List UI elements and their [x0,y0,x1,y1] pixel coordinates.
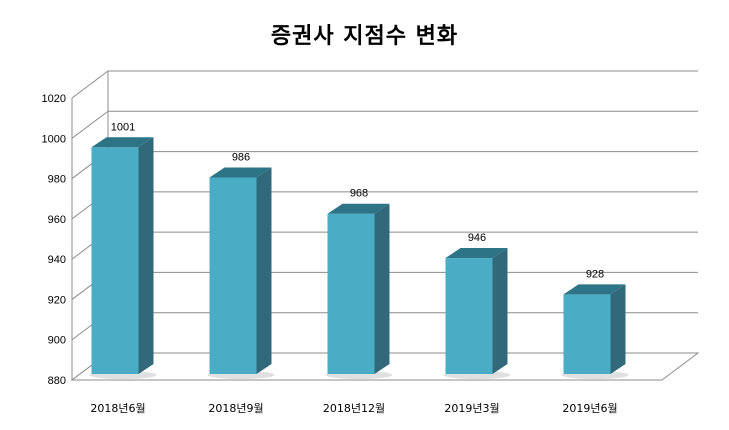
y-tick-label: 1000 [42,133,66,145]
x-tick-label: 2018년6월 [90,402,145,415]
y-tick-label: 900 [48,335,66,347]
x-tick-label: 2019년6월 [562,402,617,415]
bar [445,258,493,374]
bar [209,177,257,374]
data-label: 928 [586,268,604,280]
bar-top [445,248,508,259]
gridline-diagonal [71,70,109,99]
bar-top [327,203,390,214]
data-label: 968 [350,188,368,200]
bar [327,213,375,374]
y-tick-label: 980 [48,174,66,186]
bar-top [209,167,272,178]
bars [89,137,629,379]
y-tick-label: 940 [48,254,66,266]
x-tick-label: 2018년9월 [208,402,263,415]
bar [563,294,611,374]
bar-side [610,284,626,374]
y-tick-label: 960 [48,214,66,226]
data-label: 1001 [111,121,135,133]
bar-side [374,203,390,374]
bar-side [492,248,508,374]
x-tick-label: 2019년3월 [444,402,499,415]
gridline-diagonal [71,110,109,139]
bar-top [563,284,626,295]
y-tick-label: 1020 [42,93,66,105]
data-label: 946 [468,232,486,244]
chart-title: 증권사 지점수 변화 [270,24,459,49]
bar-side [256,167,272,374]
bar [91,147,139,374]
data-label: 986 [232,151,250,163]
bar-top [91,137,154,148]
y-tick-label: 880 [48,375,66,387]
labels: 880 900 920 940 960 980 1000 1020 1001 2018년6월 986… [42,93,618,415]
bar-side [138,137,154,374]
x-tick-label: 2018년12월 [323,402,385,415]
y-tick-label: 920 [48,294,66,306]
